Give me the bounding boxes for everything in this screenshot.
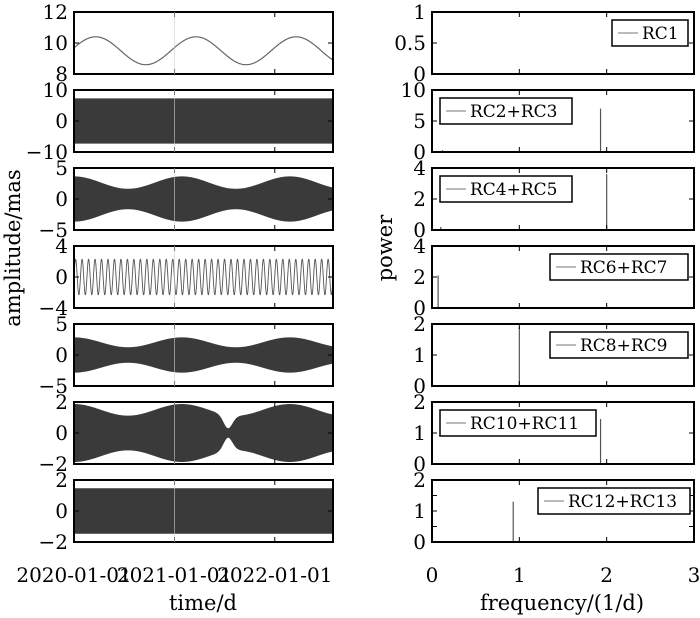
y-tick-label: 2 [413,390,426,414]
y-tick-label: 10 [43,31,68,55]
y-tick-label: −2 [39,452,68,476]
y-tick-label: −4 [39,296,68,320]
signal-band [73,98,334,144]
y-tick-label: −2 [39,530,68,554]
legend-label: RC1 [642,24,679,44]
signal-band [73,404,334,462]
y-tick-label: 2 [413,265,426,289]
legend: RC4+RC5 [439,175,573,203]
legend-label: RC6+RC7 [580,258,668,278]
legend-label: RC4+RC5 [470,180,558,200]
right-x-tick-label: 0 [426,563,439,587]
y-tick-label: 0 [55,343,68,367]
y-tick-label: 4 [413,234,426,258]
legend-label: RC8+RC9 [580,336,668,356]
y-tick-label: 0 [413,374,426,398]
y-tick-label: 4 [413,156,426,180]
y-tick-label: 0.5 [394,31,426,55]
left-panel-1: 12 10 8 [43,0,334,86]
signal-line [73,36,334,66]
y-tick-label: 0 [413,140,426,164]
y-tick-label: 10 [43,78,68,102]
left-x-tick-label: 2020-01-01 [16,563,131,587]
y-tick-label: 1 [413,421,426,445]
right-panel-3: 4 2 0 RC4+RC5 [413,156,695,242]
y-tick-label: 2 [413,468,426,492]
legend: RC6+RC7 [549,253,689,281]
right-panel-4: 4 2 0 RC6+RC7 [413,234,695,320]
legend: RC10+RC11 [439,409,597,437]
left-panel-7: 2 0 −2 [39,468,334,554]
legend-label: RC10+RC11 [470,414,579,434]
y-tick-label: 0 [413,296,426,320]
y-tick-label: 0 [55,421,68,445]
y-tick-label: −5 [39,218,68,242]
y-tick-label: 1 [413,0,426,24]
right-xlabel: frequency/(1/d) [480,591,644,615]
right-x-tick-label: 3 [688,563,700,587]
left-panel-3: 5 0 −5 [39,156,334,242]
left-ylabel: amplitude/mas [1,169,25,326]
y-tick-label: 2 [413,312,426,336]
y-tick-label: 0 [413,530,426,554]
legend: RC2+RC3 [439,97,573,125]
left-panel-5: 5 0 −5 [39,312,334,398]
legend-label: RC2+RC3 [470,102,558,122]
left-panel-2: 10 0 −10 [26,78,334,164]
left-x-tick-label: 2022-01-01 [217,563,332,587]
y-tick-label: 1 [413,343,426,367]
y-tick-label: 5 [55,312,68,336]
right-panel-2: 10 5 0 RC2+RC3 [401,78,695,164]
y-tick-label: 0 [55,109,68,133]
y-tick-label: 5 [55,156,68,180]
legend: RC1 [611,19,689,47]
y-tick-label: 2 [413,187,426,211]
y-tick-label: 0 [55,187,68,211]
panels: 12108100−1050−540−450−520−220−22020-01-0… [16,0,700,587]
y-tick-label: 12 [43,0,68,24]
y-tick-label: −10 [26,140,68,164]
right-panel-5: 2 1 0 RC8+RC9 [413,312,695,398]
y-tick-label: 0 [413,452,426,476]
legend: RC8+RC9 [549,331,689,359]
right-x-tick-label: 2 [600,563,613,587]
right-panel-1: 1 0.5 0 RC1 [394,0,695,86]
y-tick-label: 5 [413,109,426,133]
y-tick-label: 1 [413,499,426,523]
y-tick-label: 4 [55,234,68,258]
y-tick-label: 8 [55,62,68,86]
signal-line [73,258,334,296]
signal-band [73,176,334,222]
y-tick-label: 2 [55,468,68,492]
y-tick-label: −5 [39,374,68,398]
right-panel-7: 21.510.50RC12+RC13 [413,468,695,554]
right-ylabel: power [373,214,397,281]
y-tick-label: 10 [401,78,426,102]
left-xlabel: time/d [169,591,237,615]
left-x-tick-label: 2021-01-01 [117,563,232,587]
right-x-tick-label: 1 [513,563,526,587]
left-panel-4: 4 0 −4 [39,234,334,320]
y-tick-label: 0 [413,62,426,86]
y-tick-label: 2 [55,390,68,414]
signal-band [73,337,334,373]
y-tick-label: 0 [413,218,426,242]
y-tick-label: 0 [55,265,68,289]
legend: RC12+RC13 [537,487,691,515]
signal-band [73,488,334,534]
y-tick-label: 0 [55,499,68,523]
panel-frame [73,11,334,75]
legend-label: RC12+RC13 [568,492,677,512]
right-panel-6: 2 1 0 RC10+RC11 [413,390,695,476]
left-panel-6: 2 0 −2 [39,390,334,476]
